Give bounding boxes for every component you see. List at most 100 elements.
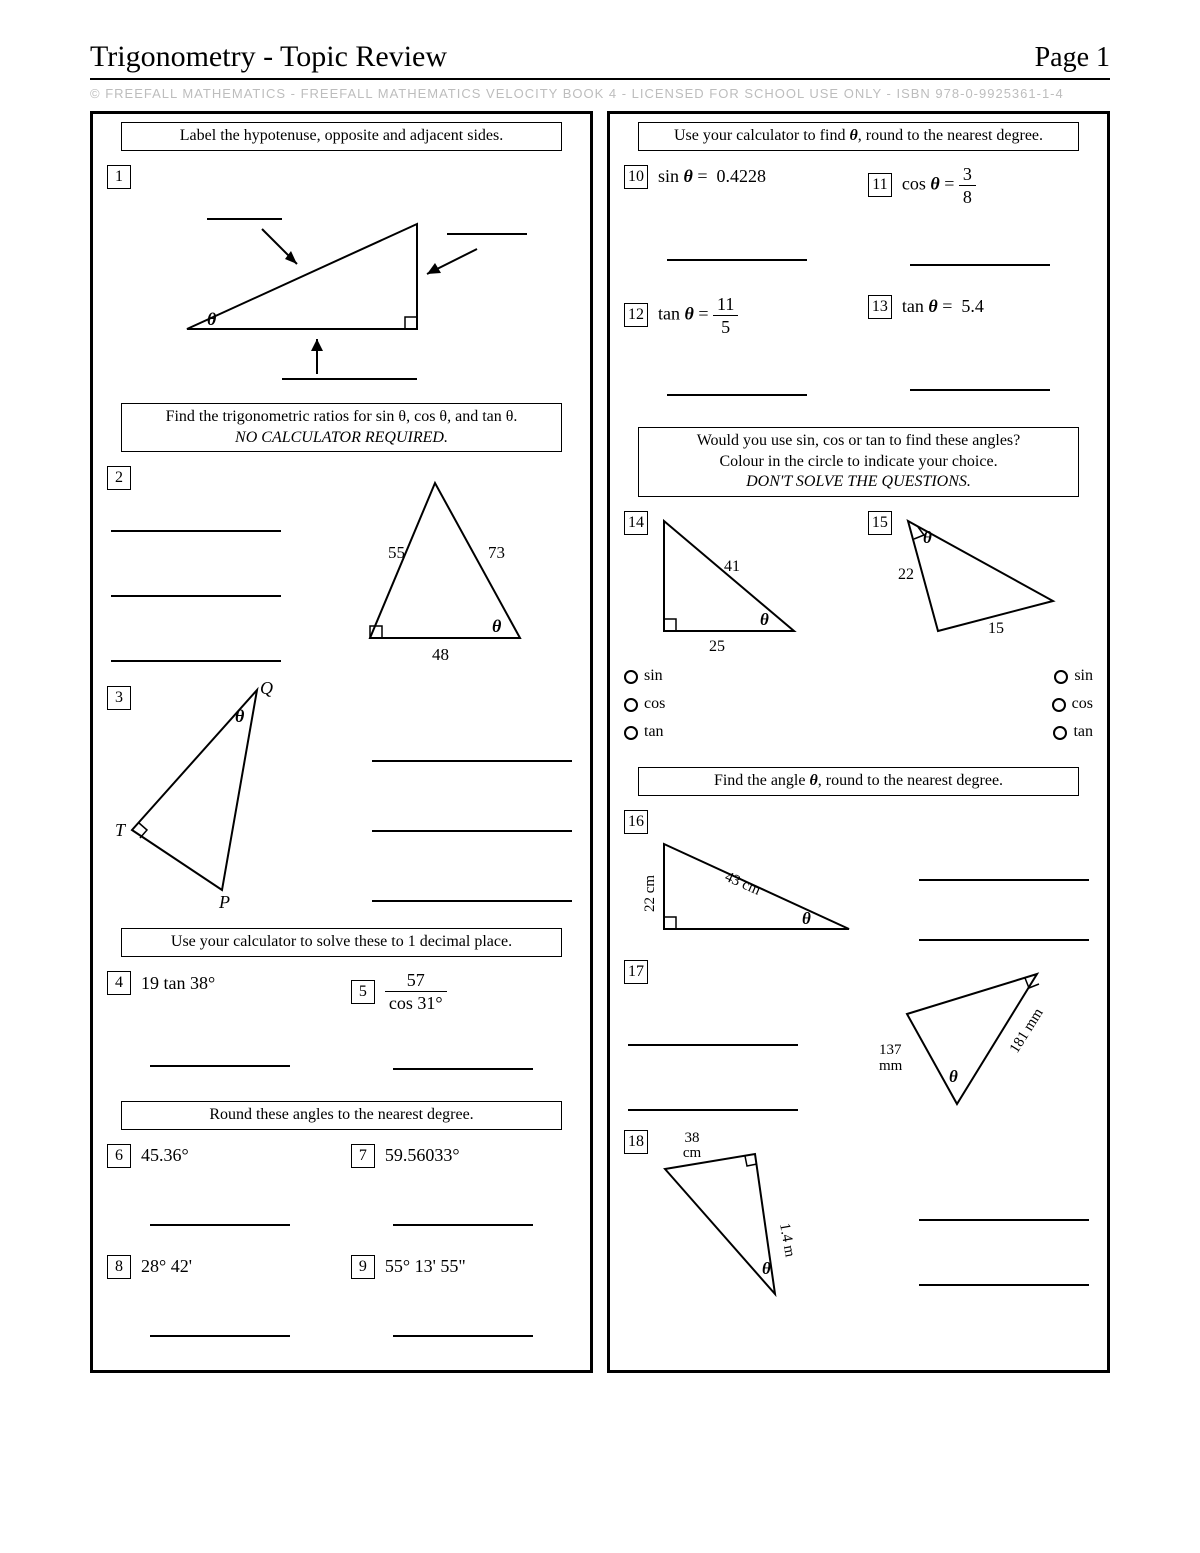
answer-line[interactable] [910,244,1050,266]
answer-line[interactable] [111,510,281,532]
radio-icon[interactable] [624,670,638,684]
qnum-1: 1 [107,165,131,189]
svg-text:θ: θ [760,610,769,629]
radio-icon[interactable] [624,726,638,740]
answer-line[interactable] [919,1199,1089,1221]
q10-q11-row: 10 sin θ = 0.4228 11 cos θ = 38 [610,159,1107,289]
page-header: Trigonometry - Topic Review Page 1 [90,40,1110,80]
answer-line[interactable] [393,1315,533,1337]
answer-line[interactable] [628,1024,798,1046]
section-header-find-theta: Use your calculator to find θ, round to … [638,122,1079,151]
svg-text:Q: Q [260,680,273,698]
section-header-round: Round these angles to the nearest degree… [121,1101,562,1130]
q1-panel: 1 θ [93,159,590,395]
q9-expr: 55° 13' 55" [385,1256,466,1277]
qnum-10: 10 [624,165,648,189]
section-header-find-angle: Find the angle θ, round to the nearest d… [638,767,1079,796]
answer-line[interactable] [372,880,572,902]
radio-icon[interactable] [1052,698,1066,712]
left-column: Label the hypotenuse, opposite and adjac… [90,111,593,1373]
qnum-16: 16 [624,810,648,834]
triangle-q3: θ Q T P [107,680,327,910]
qnum-7: 7 [351,1144,375,1168]
q8-q9-row: 8 28° 42' 9 55° 13' 55" [93,1249,590,1370]
answer-line[interactable] [372,810,572,832]
svg-text:P: P [218,892,230,910]
svg-text:22: 22 [898,566,914,583]
radio-icon[interactable] [1054,670,1068,684]
answer-line[interactable] [919,1264,1089,1286]
qnum-12: 12 [624,303,648,327]
page-number: Page 1 [1035,42,1110,74]
q6-q7-row: 6 45.36° 7 59.56033° [93,1138,590,1249]
triangle-q15: θ 22 15 [868,511,1068,661]
svg-text:θ: θ [802,909,811,928]
triangle-q16: θ 22 cm 43 cm [624,834,874,964]
answer-line[interactable] [667,374,807,396]
opt-cos[interactable]: cos [624,695,849,713]
triangle-q17: θ 137 mm 181 mm [867,954,1097,1114]
answer-line[interactable] [111,640,281,662]
svg-text:55: 55 [388,543,405,562]
answer-line[interactable] [393,1204,533,1226]
svg-text:43 cm: 43 cm [722,869,763,899]
qnum-9: 9 [351,1255,375,1279]
opt-tan[interactable]: tan [868,723,1093,741]
s2-header-sub: NO CALCULATOR REQUIRED. [235,429,448,446]
section-header-trig-ratios: Find the trigonometric ratios for sin θ,… [121,403,562,453]
answer-line[interactable] [667,239,807,261]
svg-text:θ: θ [235,706,245,726]
opt-cos[interactable]: cos [868,695,1093,713]
svg-text:48: 48 [432,645,449,664]
svg-text:38: 38 [685,1130,700,1146]
qnum-5: 5 [351,980,375,1004]
section-header-choose-ratio: Would you use sin, cos or tan to find th… [638,427,1079,497]
opt-sin[interactable]: sin [868,667,1093,685]
qnum-4: 4 [107,971,131,995]
answer-line[interactable] [910,369,1050,391]
page-title: Trigonometry - Topic Review [90,40,447,74]
svg-text:θ: θ [207,309,217,329]
q6-expr: 45.36° [141,1145,189,1166]
triangle-q1: θ [107,189,547,389]
svg-text:mm: mm [879,1058,903,1074]
qnum-8: 8 [107,1255,131,1279]
svg-text:15: 15 [988,620,1004,637]
q14-q15-row: 14 θ 41 25 15 θ 22 [610,505,1107,667]
q7-expr: 59.56033° [385,1145,460,1166]
svg-text:41: 41 [724,558,740,575]
answer-line[interactable] [393,1048,533,1070]
q2-panel: 2 θ 55 73 48 [93,460,590,680]
q16-panel: 16 θ 22 cm 43 cm [610,804,1107,954]
radio-icon[interactable] [624,698,638,712]
q14-q15-opts: sin cos tan sin cos tan [610,667,1107,759]
answer-line[interactable] [150,1204,290,1226]
answer-line[interactable] [111,575,281,597]
svg-text:θ: θ [949,1067,958,1086]
answer-line[interactable] [919,859,1089,881]
svg-text:T: T [115,820,127,840]
qnum-13: 13 [868,295,892,319]
svg-text:θ: θ [923,528,932,547]
svg-text:25: 25 [709,638,725,655]
q12-q13-row: 12 tan θ = 115 13 tan θ = 5.4 [610,289,1107,419]
q13-expr: tan θ = 5.4 [902,296,984,317]
section-header-calc-solve: Use your calculator to solve these to 1 … [121,928,562,957]
answer-line[interactable] [150,1315,290,1337]
answer-line[interactable] [628,1089,798,1111]
qnum-14: 14 [624,511,648,535]
qnum-17: 17 [624,960,648,984]
right-column: Use your calculator to find θ, round to … [607,111,1110,1373]
q18-panel: 18 θ 38 cm 1.4 m [610,1124,1107,1314]
svg-text:θ: θ [762,1259,771,1278]
answer-line[interactable] [150,1045,290,1067]
opt-sin[interactable]: sin [624,667,849,685]
triangle-q2: θ 55 73 48 [350,468,580,668]
opt-tan[interactable]: tan [624,723,849,741]
radio-icon[interactable] [1053,726,1067,740]
answer-line[interactable] [919,919,1089,941]
columns: Label the hypotenuse, opposite and adjac… [90,111,1110,1373]
q8-expr: 28° 42' [141,1256,192,1277]
q4-q5-row: 4 19 tan 38° 5 57 cos 31° [93,965,590,1093]
answer-line[interactable] [372,740,572,762]
